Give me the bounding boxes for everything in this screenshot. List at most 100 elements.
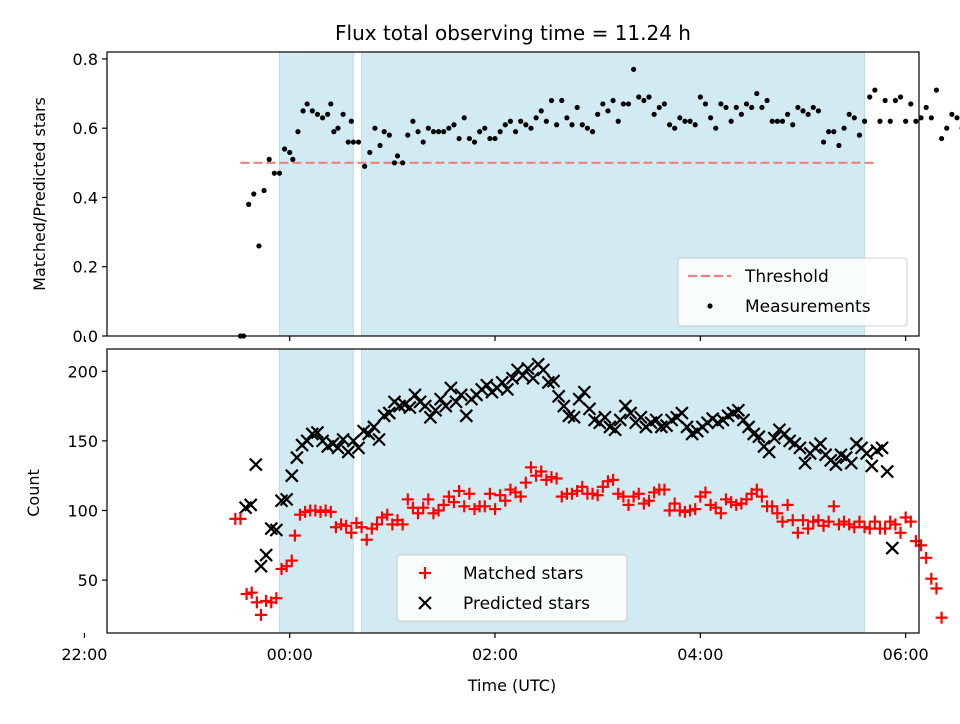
measurement-point (764, 98, 769, 103)
measurement-point (349, 119, 354, 124)
measurement-point (328, 101, 333, 106)
measurement-point (575, 105, 580, 110)
measurement-point (267, 157, 272, 162)
measurement-point (836, 143, 841, 148)
measurement-point (929, 115, 934, 120)
measurement-point (590, 129, 595, 134)
measurement-point (908, 101, 913, 106)
measurement-point (513, 129, 518, 134)
measurement-point (346, 139, 351, 144)
bottom-legend: Matched stars Predicted stars (397, 555, 627, 621)
x-tick-label: 00:00 (267, 645, 313, 664)
y-tick-label: 0.0 (73, 327, 98, 346)
measurement-point (698, 94, 703, 99)
measurement-point (713, 126, 718, 131)
measurement-point (462, 115, 467, 120)
measurement-point (939, 136, 944, 141)
measurement-point (944, 126, 949, 131)
shaded-interval (279, 349, 353, 633)
predicted-star-point (876, 442, 888, 454)
top-x-ticks (0, 336, 906, 341)
y-tick-label: 0.4 (73, 188, 98, 207)
measurement-point (806, 112, 811, 117)
measurement-point (585, 126, 590, 131)
predicted-star-point (886, 542, 898, 554)
measurement-point (467, 136, 472, 141)
measurement-point (708, 115, 713, 120)
measurement-point (903, 119, 908, 124)
measurement-point (857, 133, 862, 138)
measurement-point (487, 136, 492, 141)
measurement-point (472, 139, 477, 144)
measurement-point (877, 119, 882, 124)
measurement-point (305, 101, 310, 106)
measurement-point (739, 112, 744, 117)
measurement-point (503, 122, 508, 127)
measurement-point (687, 119, 692, 124)
measurement-point (800, 108, 805, 113)
measurement-point (295, 129, 300, 134)
measurement-point (775, 119, 780, 124)
measurement-point (862, 119, 867, 124)
measurement-point (600, 101, 605, 106)
measurement-point (652, 112, 657, 117)
measurement-point (564, 115, 569, 120)
legend-measurements-swatch (707, 303, 712, 308)
measurement-point (569, 122, 574, 127)
measurement-point (528, 126, 533, 131)
measurement-point (667, 122, 672, 127)
y-tick-label: 0.6 (73, 119, 98, 138)
predicted-star-point (250, 459, 262, 471)
measurement-point (523, 122, 528, 127)
measurement-point (261, 188, 266, 193)
measurement-point (335, 126, 340, 131)
measurement-point (325, 112, 330, 117)
measurement-point (382, 129, 387, 134)
legend-measurements-label: Measurements (745, 297, 871, 317)
measurement-point (954, 115, 959, 120)
measurement-point (867, 94, 872, 99)
measurement-point (723, 105, 728, 110)
measurement-point (559, 98, 564, 103)
predicted-star-point (245, 499, 257, 511)
y-tick-label: 150 (67, 432, 98, 451)
measurement-point (770, 119, 775, 124)
measurement-point (351, 139, 356, 144)
measurement-point (415, 129, 420, 134)
measurement-point (256, 243, 261, 248)
measurement-point (477, 129, 482, 134)
x-tick-label: 22:00 (61, 645, 107, 664)
matched-star-point (920, 552, 932, 564)
measurement-point (533, 115, 538, 120)
x-tick-label: 04:00 (677, 645, 723, 664)
measurement-point (392, 160, 397, 165)
predicted-star-point (260, 549, 272, 561)
bottom-y-axis-label: Count (24, 469, 43, 517)
measurement-point (426, 126, 431, 131)
measurement-point (790, 122, 795, 127)
measurement-point (431, 129, 436, 134)
y-tick-label: 100 (67, 501, 98, 520)
measurement-point (320, 115, 325, 120)
measurement-point (372, 126, 377, 131)
measurement-point (246, 202, 251, 207)
measurement-point (387, 133, 392, 138)
measurement-point (754, 91, 759, 96)
measurement-point (341, 112, 346, 117)
shaded-interval (279, 52, 353, 336)
top-y-axis: 0.00.20.40.60.8 (73, 50, 107, 346)
legend-predicted-label: Predicted stars (463, 594, 590, 614)
measurement-point (539, 108, 544, 113)
measurement-point (508, 119, 513, 124)
measurement-point (595, 112, 600, 117)
x-tick-label: 06:00 (883, 645, 929, 664)
measurement-point (883, 98, 888, 103)
measurement-point (290, 157, 295, 162)
measurement-point (729, 119, 734, 124)
measurement-point (554, 122, 559, 127)
y-tick-label: 50 (78, 571, 98, 590)
measurement-point (677, 115, 682, 120)
measurement-point (744, 101, 749, 106)
